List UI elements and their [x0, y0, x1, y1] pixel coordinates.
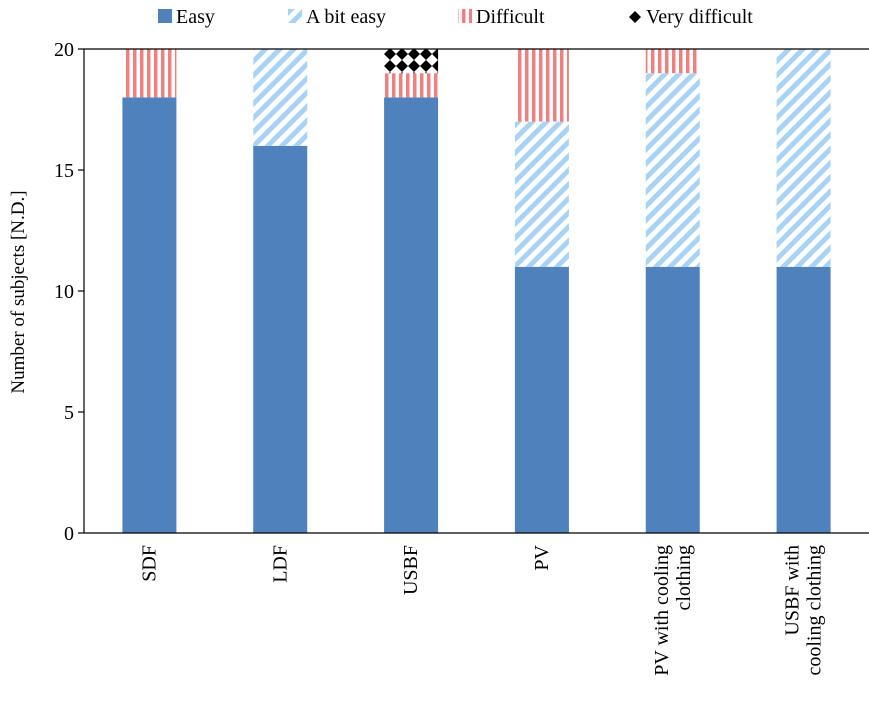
bar-pv-difficult [514, 49, 569, 122]
legend-swatch-easy [158, 9, 172, 23]
legend: Easy A bit easy Difficult Very difficult [158, 6, 753, 28]
bar-usbf-very-difficult [384, 49, 439, 74]
plot-area: SDF LDF USBF PV PV with coolingclothing USBF … [54, 39, 869, 676]
bar-usbf-with-cooling-clothing-easy [776, 266, 831, 533]
y-tick-label-10: 10 [54, 281, 74, 303]
x-tick-label-pv: PV [531, 544, 553, 570]
bar-usbf-difficult [384, 73, 439, 98]
bar-ldf-a-bit-easy [253, 49, 308, 146]
x-tick-label-pv-with-cooling-clothing: PV with coolingclothing [651, 545, 695, 676]
bar-sdf-difficult [122, 49, 177, 98]
x-tick-label-ldf: LDF [269, 545, 291, 583]
x-tick-label-sdf: SDF [138, 545, 160, 582]
y-axis-label: Number of subjects [N.D.] [8, 190, 29, 393]
bar-sdf-easy [122, 97, 177, 534]
bar-pv-with-cooling-clothing-difficult [645, 49, 700, 74]
y-tick-label-0: 0 [64, 523, 74, 545]
y-tick-label-20: 20 [54, 39, 74, 61]
legend-label-difficult: Difficult [476, 6, 545, 28]
bar-pv-with-cooling-clothing-easy [645, 266, 700, 533]
legend-label-very-difficult: Very difficult [646, 6, 753, 28]
legend-swatch-difficult [458, 9, 472, 23]
legend-swatch-very-difficult [629, 11, 641, 23]
y-tick-label-5: 5 [64, 402, 74, 424]
legend-label-easy: Easy [176, 6, 215, 28]
legend-swatch-a-bit-easy [288, 9, 302, 23]
bar-pv-with-cooling-clothing-a-bit-easy [645, 73, 700, 267]
bar-usbf-with-cooling-clothing-a-bit-easy [776, 49, 831, 267]
y-tick-label-15: 15 [54, 160, 74, 182]
bar-ldf-easy [253, 145, 308, 534]
bar-pv-easy [514, 266, 569, 533]
x-tick-label-usbf: USBF [400, 545, 422, 595]
x-tick-label-usbf-with-cooling-clothing: USBF withcooling clothing [782, 545, 826, 676]
bar-usbf-easy [384, 97, 439, 534]
legend-label-a-bit-easy: A bit easy [306, 6, 386, 28]
bar-pv-a-bit-easy [514, 121, 569, 267]
